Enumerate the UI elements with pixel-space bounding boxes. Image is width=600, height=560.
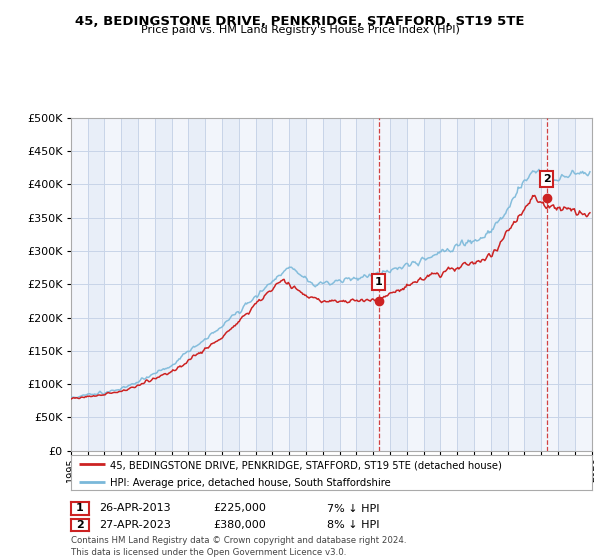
- Bar: [306, 118, 323, 451]
- Bar: [205, 118, 222, 451]
- Bar: [104, 118, 121, 451]
- Bar: [172, 118, 188, 451]
- Bar: [474, 118, 491, 451]
- Text: 26-APR-2013: 26-APR-2013: [99, 503, 170, 514]
- Text: Contains HM Land Registry data © Crown copyright and database right 2024.
This d: Contains HM Land Registry data © Crown c…: [71, 536, 406, 557]
- Bar: [541, 118, 558, 451]
- Bar: [71, 118, 88, 451]
- Bar: [407, 118, 424, 451]
- Bar: [440, 118, 457, 451]
- Bar: [340, 118, 356, 451]
- Text: 27-APR-2023: 27-APR-2023: [99, 520, 171, 530]
- Text: HPI: Average price, detached house, South Staffordshire: HPI: Average price, detached house, Sout…: [110, 478, 391, 488]
- Bar: [138, 118, 155, 451]
- Text: 1: 1: [375, 277, 382, 287]
- Bar: [239, 118, 256, 451]
- Bar: [373, 118, 390, 451]
- Text: £225,000: £225,000: [213, 503, 266, 514]
- Text: 2: 2: [76, 520, 83, 530]
- Text: Price paid vs. HM Land Registry's House Price Index (HPI): Price paid vs. HM Land Registry's House …: [140, 25, 460, 35]
- Text: 2: 2: [543, 174, 550, 184]
- Text: 8% ↓ HPI: 8% ↓ HPI: [327, 520, 380, 530]
- Text: £380,000: £380,000: [213, 520, 266, 530]
- Text: 45, BEDINGSTONE DRIVE, PENKRIDGE, STAFFORD, ST19 5TE (detached house): 45, BEDINGSTONE DRIVE, PENKRIDGE, STAFFO…: [110, 460, 502, 470]
- Text: 7% ↓ HPI: 7% ↓ HPI: [327, 503, 380, 514]
- Bar: [508, 118, 524, 451]
- Text: 45, BEDINGSTONE DRIVE, PENKRIDGE, STAFFORD, ST19 5TE: 45, BEDINGSTONE DRIVE, PENKRIDGE, STAFFO…: [75, 15, 525, 28]
- Bar: [575, 118, 592, 451]
- Text: 1: 1: [76, 503, 83, 514]
- Bar: [272, 118, 289, 451]
